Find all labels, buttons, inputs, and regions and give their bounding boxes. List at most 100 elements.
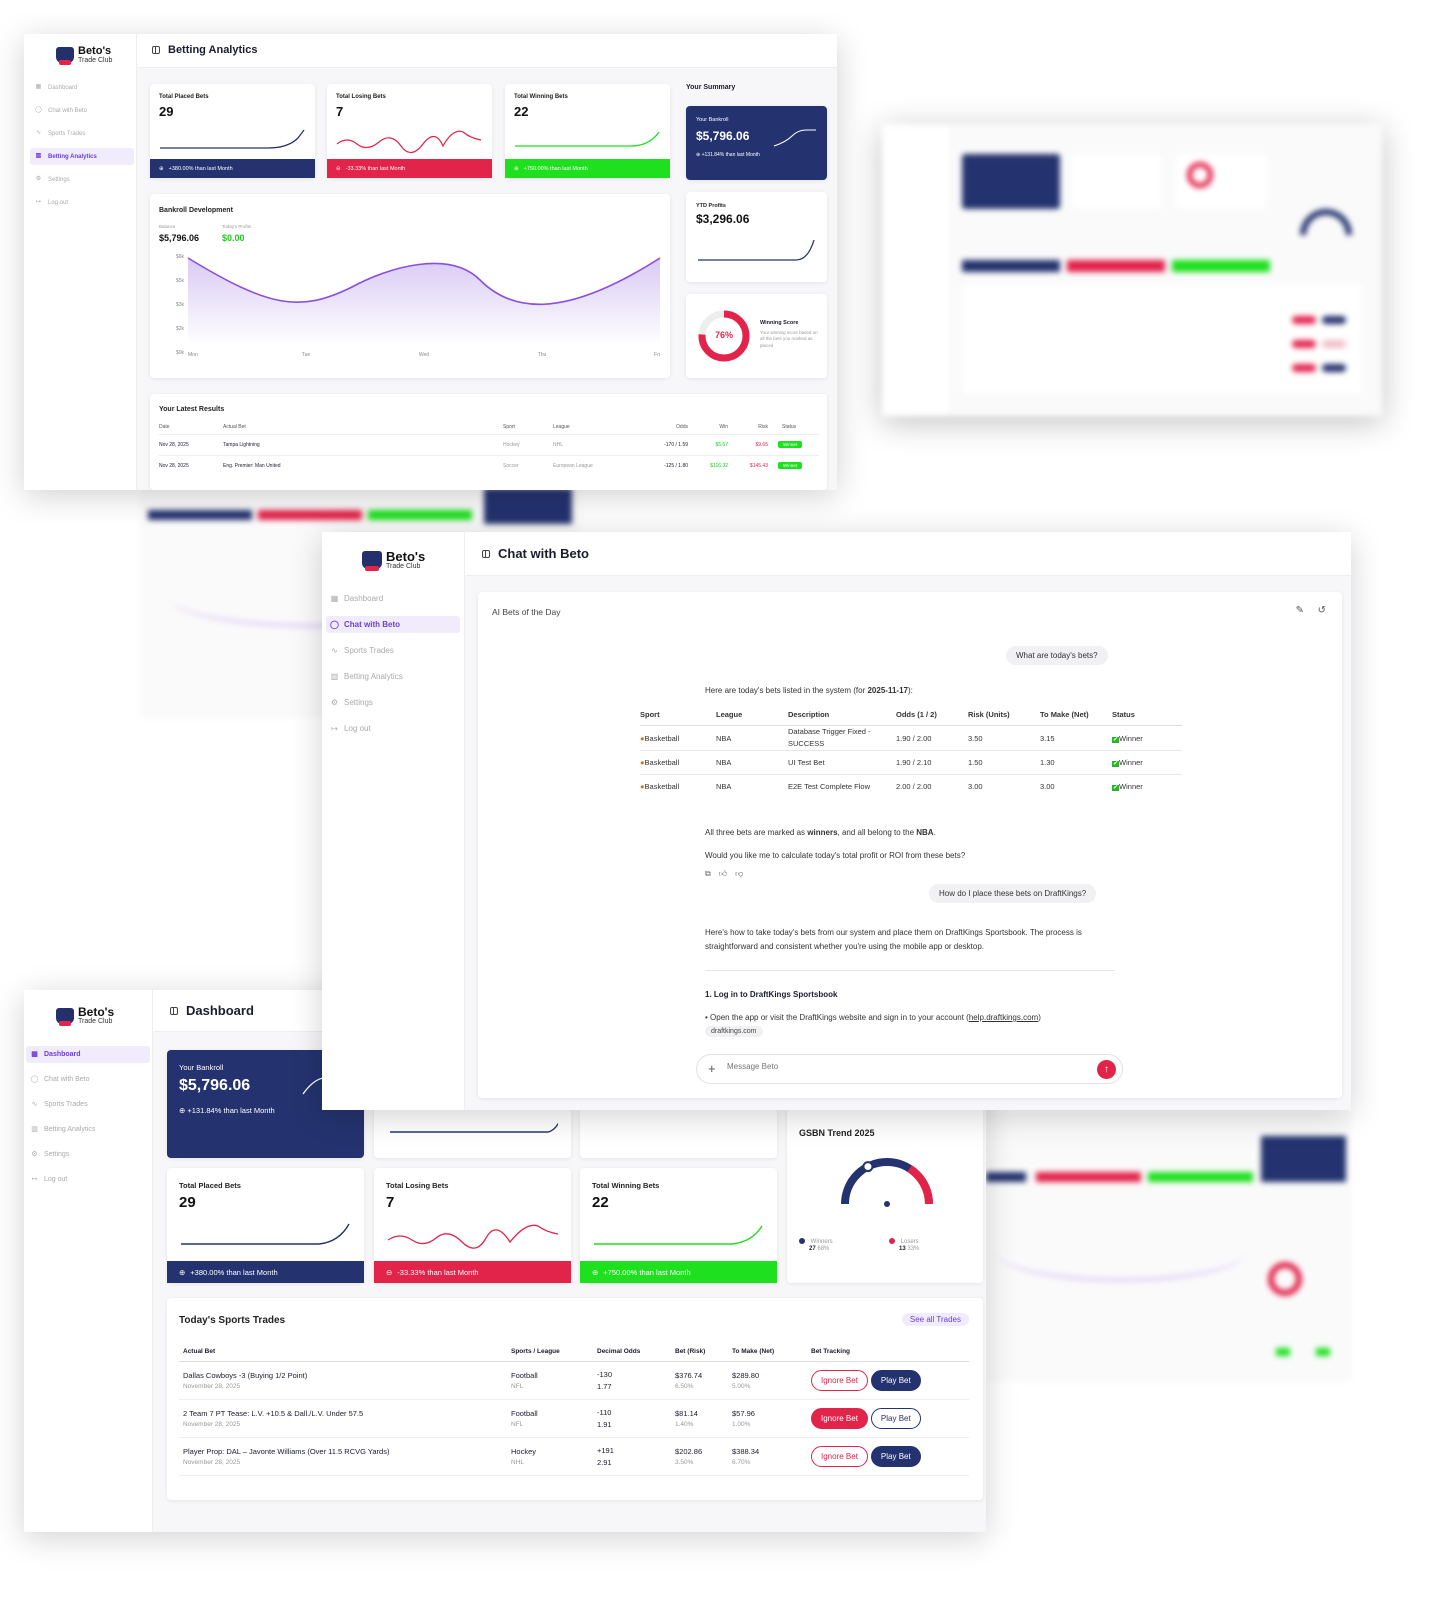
assistant-answer: Here's how to take today's bets from our… [705, 928, 1082, 951]
sparkline [773, 129, 816, 147]
summary-text: All three bets are marked as [705, 828, 808, 837]
col-description: Description [788, 710, 830, 719]
nav-settings[interactable]: ⚙ Settings [326, 694, 460, 711]
delta-text: -33.33% than last Month [397, 1267, 479, 1277]
ytd-card: YTD Profits $3,296.06 [686, 192, 827, 282]
ignore-bet-button[interactable]: Ignore Bet [811, 1446, 868, 1467]
losers-dot [889, 1238, 895, 1244]
ignore-bet-button[interactable]: Ignore Bet [811, 1408, 868, 1429]
table-row: ●Basketball NBA E2E Test Complete Flow 2… [640, 775, 1182, 799]
cell-status: Winner [1119, 782, 1143, 791]
play-bet-button[interactable]: Play Bet [870, 1446, 921, 1467]
table-row: Nov 28, 2025 Tampa Lightning Hockey NHL … [159, 435, 819, 456]
source-chip[interactable]: draftkings.com [705, 1026, 763, 1037]
summary-winners: winners [807, 828, 838, 837]
step-body: • Open the app or visit the DraftKings w… [705, 1013, 969, 1022]
nav-betting-analytics[interactable]: ▥ Betting Analytics [30, 148, 134, 165]
nav-label: Chat with Beto [48, 107, 88, 114]
bar-chart-icon: ▥ [330, 672, 339, 681]
sidebar-toggle-icon[interactable] [482, 549, 490, 558]
nav-dashboard[interactable]: ▦ Dashboard [326, 590, 460, 607]
table-row: 2 Team 7 PT Tease: L.V. +10.5 & Dall./L.… [179, 1400, 969, 1438]
x-tick-label: Mon [188, 352, 198, 358]
bet-name: Player Prop: DAL – Javonte Williams (Ove… [183, 1447, 390, 1456]
x-tick-label: Wed [419, 352, 429, 358]
nav-settings[interactable]: ⚙ Settings [26, 1146, 150, 1163]
sidebar-toggle-icon[interactable] [170, 1006, 178, 1015]
play-bet-button[interactable]: Play Bet [870, 1370, 921, 1391]
nav-betting-analytics[interactable]: ▥ Betting Analytics [326, 668, 460, 685]
message-input[interactable] [727, 1062, 1067, 1071]
bankroll-card: Your Bankroll $5,796.06 ⊕ +131.84% than … [686, 106, 827, 180]
nav-settings[interactable]: ⚙ Settings [30, 171, 134, 188]
play-bet-button[interactable]: Play Bet [870, 1408, 921, 1429]
make-pct: 1.00% [732, 1421, 751, 1428]
delta-text: ⊕ +131.84% than last Month [179, 1106, 275, 1115]
intro-end: ): [907, 686, 913, 695]
nav-sports-trades[interactable]: ∿ Sports Trades [326, 642, 460, 659]
cell-league: NHL [553, 442, 564, 448]
sidebar: Beto's Trade Club ▦ Dashboard ◯ Chat with B… [322, 532, 465, 1110]
sparkline [387, 1224, 559, 1249]
step-end: ) [1038, 1013, 1041, 1022]
sidebar: Beto's Trade Club ▦ Dashboard ◯ Chat with B… [24, 990, 153, 1532]
delta-bar: ⊕ +750.00% than last Month [580, 1261, 777, 1283]
mascot-icon [56, 47, 74, 65]
history-icon[interactable]: ↺ [1317, 605, 1326, 616]
card-value: 29 [159, 104, 174, 119]
col-status: Status [1112, 710, 1135, 719]
col-tracking: Bet Tracking [811, 1348, 851, 1355]
copy-icon[interactable]: ⧉ [705, 869, 711, 878]
message-input-bar: + ↑ [696, 1054, 1123, 1084]
nav-sports-trades[interactable]: ∿ Sports Trades [30, 125, 134, 142]
cell-odds: -125 / 1.80 [664, 463, 688, 469]
area-line [187, 257, 661, 306]
nav-betting-analytics[interactable]: ▥ Betting Analytics [26, 1121, 150, 1138]
chat-window: Beto's Trade Club ▦ Dashboard ◯ Chat with B… [322, 532, 1351, 1110]
logout-icon: ↦ [331, 724, 338, 733]
nav-dashboard[interactable]: ▦ Dashboard [26, 1046, 150, 1063]
ignore-bet-button[interactable]: Ignore Bet [811, 1370, 868, 1391]
check-icon: ✔ [1112, 785, 1120, 791]
send-button[interactable]: ↑ [1097, 1060, 1116, 1079]
col-make: To Make (Net) [732, 1348, 775, 1355]
winning-bets-card: Total Winning Bets 22 ⊕ +750.00% than las… [505, 84, 670, 178]
help-link[interactable]: help.draftkings.com [968, 1013, 1039, 1022]
y-tick-label: $0k [176, 350, 185, 356]
cell-make: 3.15 [1040, 733, 1055, 743]
nav-sports-trades[interactable]: ∿ Sports Trades [26, 1096, 150, 1113]
nav-chat[interactable]: ◯ Chat with Beto [30, 102, 134, 119]
see-all-trades-button[interactable]: See all Trades [901, 1313, 969, 1326]
card-label: YTD Profits [696, 203, 726, 209]
risk-pct: 6.50% [675, 1383, 694, 1390]
nav-logout[interactable]: ↦ Log out [326, 720, 460, 737]
bet-name: 2 Team 7 PT Tease: L.V. +10.5 & Dall./L.… [183, 1409, 364, 1418]
brand-sub: Trade Club [386, 563, 421, 570]
nav-label: Betting Analytics [48, 153, 97, 160]
thumbs-up-icon[interactable]: 👍︎ [718, 869, 728, 878]
thumbs-down-icon[interactable]: 👎︎ [735, 869, 744, 878]
intro-date: 2025-11-17 [867, 686, 908, 695]
nav-logout[interactable]: ↦ Log out [26, 1171, 150, 1188]
card-value: 22 [514, 104, 529, 119]
losers-count: 13 [899, 1245, 906, 1252]
cell-date: Nov 28, 2025 [159, 442, 189, 448]
nav-chat[interactable]: ◯ Chat with Beto [26, 1071, 150, 1088]
nav-chat[interactable]: ◯ Chat with Beto [326, 616, 460, 633]
balance-label: Balance [159, 224, 176, 229]
score-donut [698, 310, 750, 362]
cell-league: NBA [716, 733, 732, 743]
edit-icon[interactable]: ✎ [1295, 605, 1304, 616]
nav-dashboard[interactable]: ▦ Dashboard [30, 79, 134, 96]
nav-logout[interactable]: ↦ Log out [30, 194, 134, 211]
cell-sport: Basketball [644, 758, 680, 767]
status-badge: Winner [778, 462, 803, 469]
risk: $81.14 [675, 1409, 698, 1418]
page-title: Chat with Beto [498, 546, 589, 561]
plus-icon[interactable]: + [708, 1061, 716, 1076]
cell-sport: Soccer [503, 463, 519, 469]
card-value: $5,796.06 [179, 1077, 251, 1094]
decimal-odds: 1.91 [597, 1420, 612, 1429]
sidebar-toggle-icon[interactable] [152, 46, 160, 54]
bar-chart-icon: ▥ [35, 153, 42, 159]
